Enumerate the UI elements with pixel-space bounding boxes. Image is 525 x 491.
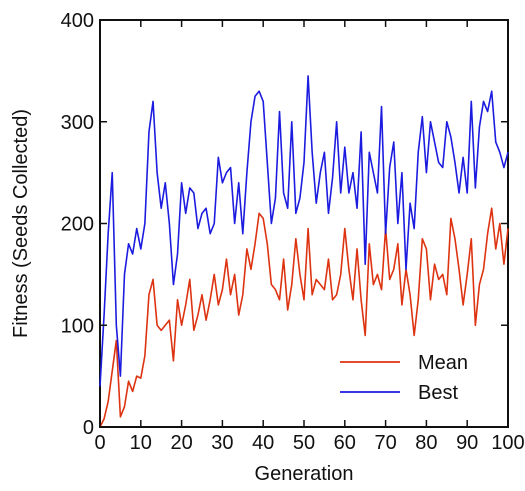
tick-layer: 0 10 20 30 40 50 60 70 80 90 100 0 100 200 300 400: [61, 10, 525, 454]
x-tick-label: 80: [415, 432, 437, 454]
y-tick-label: 0: [83, 417, 94, 439]
x-tick-label: 100: [491, 432, 524, 454]
series-line-mean: [99, 207, 509, 428]
y-tick-label: 300: [61, 112, 94, 134]
x-tick-label: 20: [170, 432, 192, 454]
x-tick-label: 10: [130, 432, 152, 454]
y-axis-title: Fitness (Seeds Collected): [10, 109, 32, 338]
y-tick-label: 400: [61, 10, 94, 32]
x-tick-label: 60: [334, 432, 356, 454]
series-layer: [99, 75, 509, 428]
x-tick-label: 0: [94, 432, 105, 454]
x-tick-label: 40: [252, 432, 274, 454]
series-line-best: [99, 75, 509, 387]
x-tick-label: 70: [374, 432, 396, 454]
y-tick-label: 200: [61, 214, 94, 236]
legend-label-best: Best: [418, 382, 458, 404]
x-tick-label: 90: [456, 432, 478, 454]
x-tick-label: 50: [293, 432, 315, 454]
legend-label-mean: Mean: [418, 352, 468, 374]
plot-area: 0 10 20 30 40 50 60 70 80 90 100 0 100 200 300 400: [61, 10, 525, 454]
x-tick-label: 30: [211, 432, 233, 454]
y-tick-label: 100: [61, 315, 94, 337]
x-axis-title: Generation: [255, 463, 354, 485]
legend: Mean Best: [340, 352, 468, 404]
